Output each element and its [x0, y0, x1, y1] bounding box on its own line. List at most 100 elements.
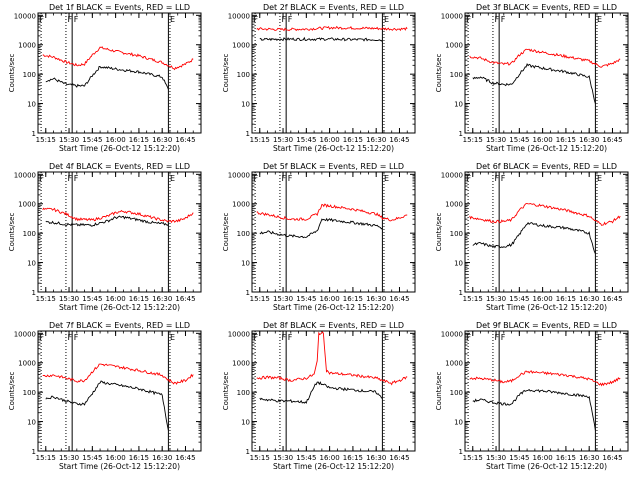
x-tick-label: 16:30 — [579, 295, 599, 303]
lld-series-line — [42, 363, 194, 385]
interval-marker: E — [384, 174, 389, 183]
x-tick-label: 16:00 — [533, 136, 553, 144]
x-tick-label: 16:30 — [366, 295, 386, 303]
y-tick-label: 10 — [27, 260, 36, 268]
chart-title: Det 6f BLACK = Events, RED = LLD — [476, 162, 617, 171]
y-tick-label: 10 — [27, 101, 36, 109]
chart-title: Det 7f BLACK = Events, RED = LLD — [49, 321, 190, 330]
y-tick-label: 100 — [237, 71, 250, 79]
y-tick-label: 1000 — [232, 360, 250, 368]
x-tick-label: 15:15 — [250, 136, 270, 144]
interval-marker: F — [281, 174, 286, 183]
x-tick-label: 15:45 — [296, 295, 316, 303]
y-tick-label: 1 — [459, 289, 463, 297]
plot-frame — [251, 12, 416, 134]
y-tick-label: 10 — [454, 101, 463, 109]
x-tick-label: 16:15 — [343, 454, 363, 462]
interval-marker: E — [170, 174, 175, 183]
interval-marker: F — [74, 174, 79, 183]
x-tick-label: 16:30 — [152, 136, 172, 144]
y-tick-label: 100 — [237, 389, 250, 397]
y-tick-label: 1 — [32, 448, 36, 456]
y-tick-label: 100 — [450, 389, 463, 397]
y-tick-label: 1 — [459, 130, 463, 138]
x-tick-label: 16:30 — [579, 454, 599, 462]
interval-marker: F — [281, 333, 286, 342]
y-tick-label: 1 — [459, 448, 463, 456]
interval-marker: F — [467, 174, 472, 183]
x-tick-label: 15:45 — [509, 295, 529, 303]
x-tick-label: 15:15 — [463, 295, 483, 303]
chart-panel: Det 5f BLACK = Events, RED = LLD 1 10 100 10… — [222, 162, 416, 312]
interval-marker: E — [170, 15, 175, 24]
x-tick-label: 15:15 — [250, 295, 270, 303]
y-tick-label: 1000 — [18, 201, 36, 209]
y-tick-label: 10000 — [14, 12, 36, 20]
x-tick-label: 16:00 — [320, 136, 340, 144]
x-tick-label: 16:15 — [129, 295, 149, 303]
x-axis-label: Start Time (26-Oct-12 15:12:20) — [273, 462, 394, 471]
x-tick-label: 15:15 — [463, 454, 483, 462]
interval-marker: F — [494, 15, 499, 24]
interval-marker: F — [40, 333, 45, 342]
x-tick-label: 16:45 — [602, 295, 622, 303]
x-tick-label: 15:30 — [273, 136, 293, 144]
x-axis-label: Start Time (26-Oct-12 15:12:20) — [59, 144, 180, 153]
x-tick-label: 15:15 — [36, 295, 56, 303]
interval-marker: F — [40, 15, 45, 24]
events-series-line — [259, 36, 383, 42]
interval-marker: F — [288, 15, 293, 24]
x-tick-label: 16:00 — [320, 295, 340, 303]
x-tick-label: 15:15 — [463, 136, 483, 144]
lld-series-line — [42, 207, 194, 224]
y-tick-label: 1000 — [18, 360, 36, 368]
interval-marker: F — [288, 333, 293, 342]
x-axis-label: Start Time (26-Oct-12 15:12:20) — [273, 144, 394, 153]
interval-marker: F — [467, 333, 472, 342]
plot-frame — [251, 171, 416, 293]
x-tick-label: 16:00 — [533, 454, 553, 462]
plot-frame — [464, 12, 629, 134]
events-series-line — [45, 380, 169, 431]
x-tick-label: 15:45 — [296, 454, 316, 462]
chart-panel: Det 3f BLACK = Events, RED = LLD 1 10 100 10… — [435, 3, 629, 153]
interval-marker: F — [494, 174, 499, 183]
y-tick-label: 1000 — [18, 42, 36, 50]
x-tick-label: 16:45 — [602, 136, 622, 144]
x-tick-label: 15:30 — [59, 295, 79, 303]
x-tick-label: 16:15 — [343, 136, 363, 144]
x-tick-label: 16:30 — [152, 295, 172, 303]
chart-title: Det 8f BLACK = Events, RED = LLD — [263, 321, 404, 330]
x-axis-label: Start Time (26-Oct-12 15:12:20) — [59, 303, 180, 312]
interval-marker: F — [74, 15, 79, 24]
y-tick-label: 10 — [241, 419, 250, 427]
chart-title: Det 5f BLACK = Events, RED = LLD — [263, 162, 404, 171]
y-tick-label: 1000 — [445, 201, 463, 209]
x-tick-label: 15:30 — [273, 454, 293, 462]
interval-marker: F — [74, 333, 79, 342]
x-tick-label: 15:30 — [59, 454, 79, 462]
x-tick-label: 15:15 — [36, 136, 56, 144]
lld-series-line — [256, 203, 408, 222]
chart-title: Det 1f BLACK = Events, RED = LLD — [49, 3, 190, 12]
y-axis-label: Counts/sec — [8, 213, 16, 252]
interval-marker: F — [281, 15, 286, 24]
interval-marker: F — [67, 333, 72, 342]
events-series-line — [259, 217, 383, 239]
y-axis-label: Counts/sec — [8, 54, 16, 93]
x-tick-label: 16:45 — [389, 136, 409, 144]
interval-marker: E — [384, 333, 389, 342]
y-tick-label: 10000 — [14, 330, 36, 338]
lld-series-line — [42, 46, 194, 71]
x-tick-label: 16:45 — [175, 295, 195, 303]
events-series-line — [472, 388, 596, 431]
events-series-line — [259, 381, 383, 404]
x-tick-label: 16:30 — [579, 136, 599, 144]
interval-marker: F — [67, 15, 72, 24]
interval-marker: F — [494, 333, 499, 342]
lld-series-line — [469, 370, 621, 387]
y-tick-label: 10000 — [441, 12, 463, 20]
lld-series-line — [469, 48, 621, 68]
interval-marker: E — [597, 15, 602, 24]
x-axis-label: Start Time (26-Oct-12 15:12:20) — [486, 462, 607, 471]
